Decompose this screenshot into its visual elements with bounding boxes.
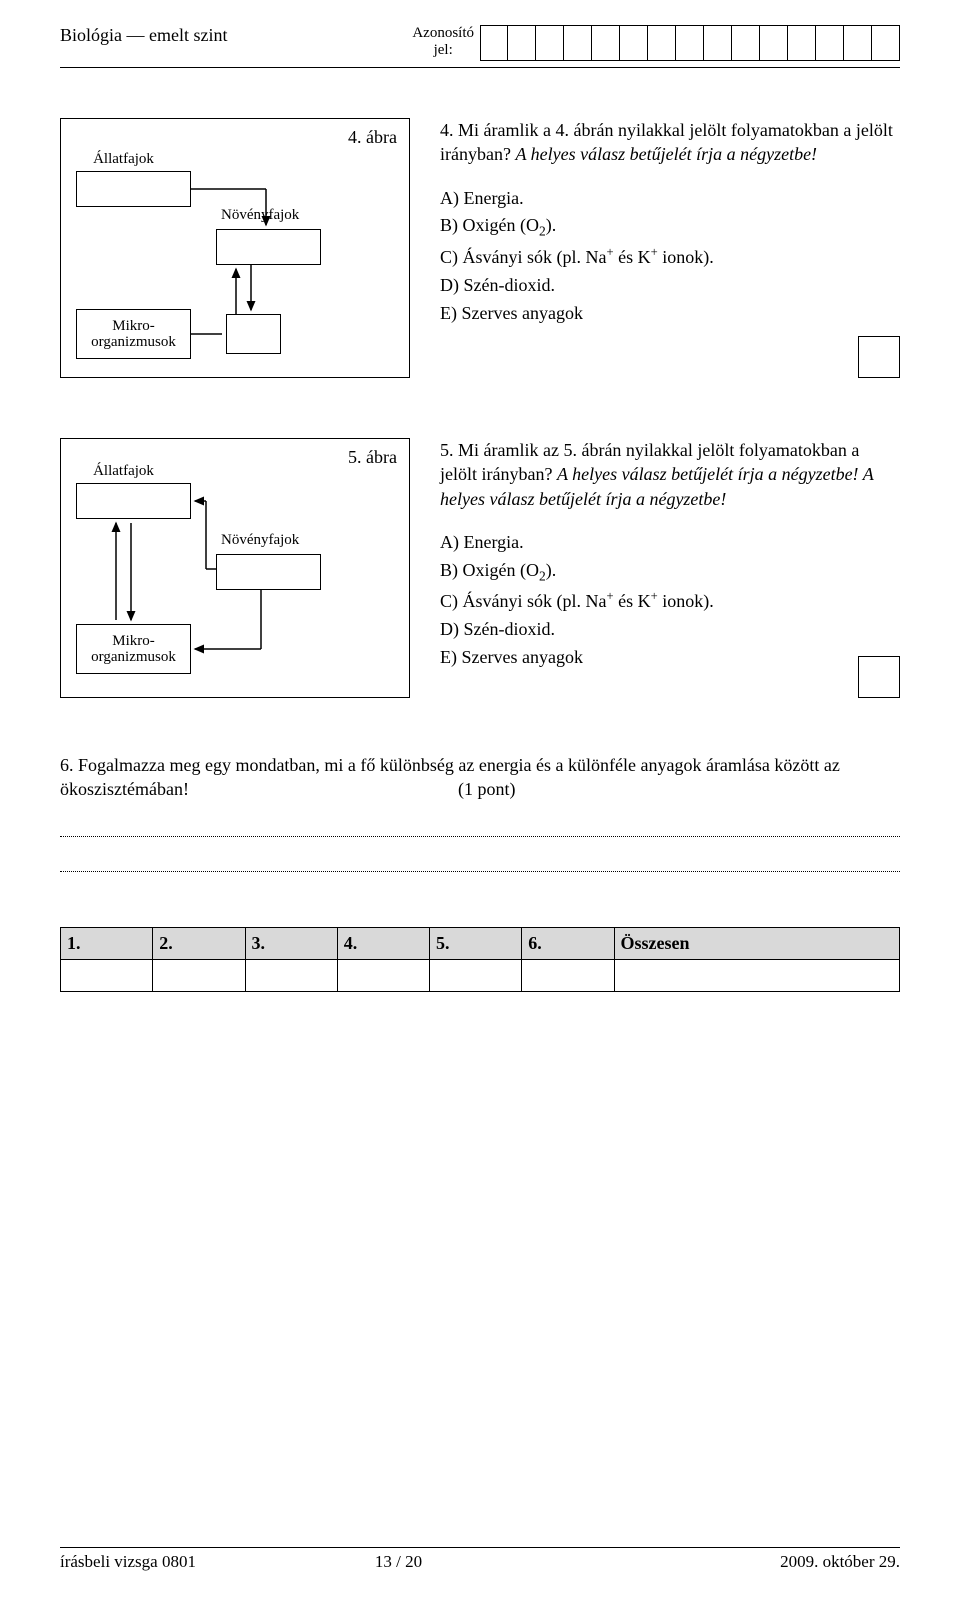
question-5-options: A) Energia. B) Oxigén (O2). C) Ásványi s… xyxy=(440,529,900,672)
id-cell[interactable] xyxy=(620,25,648,61)
opt-c: C) Ásványi sók (pl. Na+ és K+ ionok). xyxy=(440,587,900,616)
score-col-total: Összesen xyxy=(614,927,900,959)
id-cell[interactable] xyxy=(648,25,676,61)
opt-b: B) Oxigén (O2). xyxy=(440,212,900,243)
id-cell[interactable] xyxy=(872,25,900,61)
question-4-block: 4. ábra Állatfajok Növényfajok Mikro- or… xyxy=(60,118,900,378)
id-cell[interactable] xyxy=(732,25,760,61)
opt-a: A) Energia. xyxy=(440,185,900,213)
opt-b: B) Oxigén (O2). xyxy=(440,557,900,588)
figure-5: 5. ábra Állatfajok Növényfajok Mikro- or… xyxy=(60,438,410,698)
opt-a: A) Energia. xyxy=(440,529,900,557)
score-col-2: 2. xyxy=(153,927,245,959)
score-table: 1. 2. 3. 4. 5. 6. Összesen xyxy=(60,927,900,992)
header-rule xyxy=(60,67,900,68)
opt-d: D) Szén-dioxid. xyxy=(440,616,900,644)
id-cell[interactable] xyxy=(704,25,732,61)
score-col-3: 3. xyxy=(245,927,337,959)
question-6-block: 6. Fogalmazza meg egy mondatban, mi a fő… xyxy=(60,753,900,872)
opt-d: D) Szén-dioxid. xyxy=(440,272,900,300)
question-5-text: 5. Mi áramlik az 5. ábrán nyilakkal jelö… xyxy=(440,438,900,698)
id-cell[interactable] xyxy=(788,25,816,61)
figure-4: 4. ábra Állatfajok Növényfajok Mikro- or… xyxy=(60,118,410,378)
id-cell[interactable] xyxy=(760,25,788,61)
fig5-arrows xyxy=(61,439,409,697)
score-col-1: 1. xyxy=(61,927,153,959)
opt-c: C) Ásványi sók (pl. Na+ és K+ ionok). xyxy=(440,243,900,272)
question-4-options: A) Energia. B) Oxigén (O2). C) Ásványi s… xyxy=(440,185,900,328)
fig4-arrows xyxy=(61,119,409,377)
id-cell[interactable] xyxy=(564,25,592,61)
score-col-6: 6. xyxy=(522,927,614,959)
page-footer: írásbeli vizsga 0801 13 / 20 2009. októb… xyxy=(60,1547,900,1572)
id-grid[interactable] xyxy=(480,25,900,61)
subject-title: Biológia — emelt szint xyxy=(60,25,227,46)
footer-left: írásbeli vizsga 0801 xyxy=(60,1552,196,1572)
table-row: 1. 2. 3. 4. 5. 6. Összesen xyxy=(61,927,900,959)
footer-date: 2009. október 29. xyxy=(780,1552,900,1572)
id-cell[interactable] xyxy=(508,25,536,61)
footer-page: 13 / 20 xyxy=(375,1552,422,1572)
id-cell[interactable] xyxy=(676,25,704,61)
page-header: Biológia — emelt szint Azonosító jel: xyxy=(60,25,900,61)
id-cell[interactable] xyxy=(592,25,620,61)
score-col-5: 5. xyxy=(430,927,522,959)
answer-box-4[interactable] xyxy=(858,336,900,378)
id-label: Azonosító jel: xyxy=(412,25,480,58)
table-row[interactable] xyxy=(61,959,900,991)
id-cell[interactable] xyxy=(536,25,564,61)
answer-box-5[interactable] xyxy=(858,656,900,698)
id-cell[interactable] xyxy=(844,25,872,61)
footer-rule xyxy=(60,1547,900,1548)
points-label: (1 pont) xyxy=(458,779,516,799)
answer-line[interactable] xyxy=(60,871,900,872)
id-cell[interactable] xyxy=(816,25,844,61)
answer-line[interactable] xyxy=(60,836,900,837)
id-cell[interactable] xyxy=(480,25,508,61)
question-4-text: 4. Mi áramlik a 4. ábrán nyilakkal jelöl… xyxy=(440,118,900,378)
question-5-block: 5. ábra Állatfajok Növényfajok Mikro- or… xyxy=(60,438,900,698)
score-col-4: 4. xyxy=(337,927,429,959)
opt-e: E) Szerves anyagok xyxy=(440,644,900,672)
opt-e: E) Szerves anyagok xyxy=(440,300,900,328)
